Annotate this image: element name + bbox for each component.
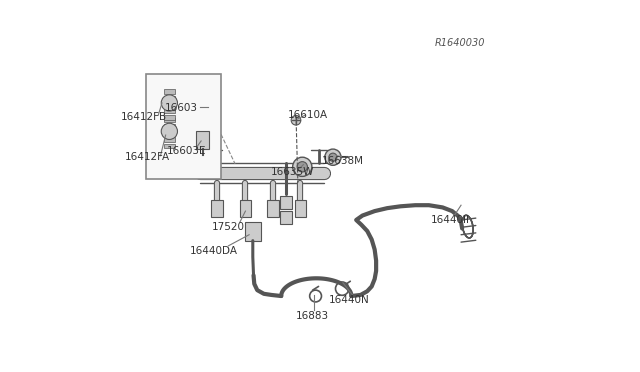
Bar [164,102,175,107]
Bar [245,222,261,241]
Text: 16440N: 16440N [328,295,369,305]
Text: 16412FB: 16412FB [120,112,166,122]
Circle shape [292,157,312,176]
Bar [239,200,252,217]
Bar [164,96,175,100]
Text: R1640030: R1640030 [435,38,485,48]
Text: 16440II: 16440II [431,215,470,225]
Text: 16610A: 16610A [288,110,328,120]
Bar [280,196,292,209]
Circle shape [161,123,177,140]
Bar [164,118,175,122]
Bar [164,137,175,141]
Text: 16412FA: 16412FA [125,152,170,162]
Bar [196,131,209,149]
Bar [164,124,175,129]
Bar [211,200,223,217]
Bar [164,89,175,94]
Text: 16603E: 16603E [166,146,206,156]
Text: 16440DA: 16440DA [189,246,237,256]
Text: 16635W: 16635W [271,167,314,177]
Circle shape [161,95,177,111]
Bar [164,131,175,135]
Text: 17520: 17520 [212,222,245,232]
Bar [164,144,175,148]
Circle shape [297,161,307,172]
Bar [294,200,307,217]
Circle shape [324,149,341,165]
Text: 16603: 16603 [165,103,198,113]
Bar [267,200,278,217]
Bar [147,74,221,179]
Bar [280,211,292,224]
Text: 16638M: 16638M [322,156,364,166]
Circle shape [329,153,337,161]
Text: 16883: 16883 [295,311,328,321]
Bar [164,115,175,119]
Bar [164,109,175,113]
Circle shape [291,115,301,125]
